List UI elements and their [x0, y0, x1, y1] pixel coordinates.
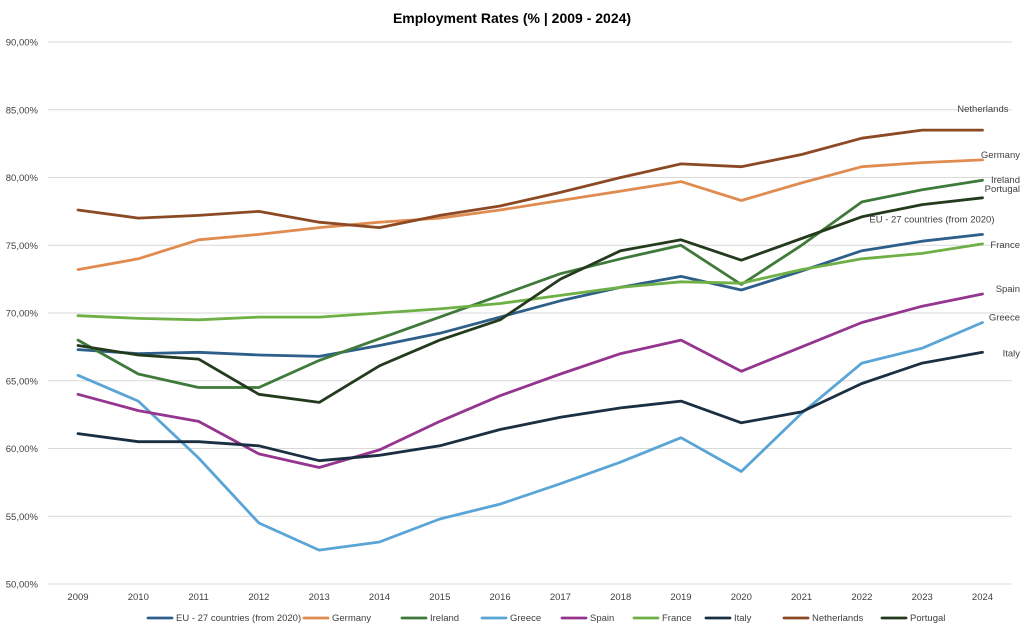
legend-label: Germany [332, 613, 371, 624]
legend-item-spain: Spain [560, 613, 614, 624]
x-tick-label: 2014 [369, 592, 390, 603]
legend-label: Italy [734, 613, 752, 624]
y-tick-label: 80,00% [6, 173, 39, 184]
end-label-ireland: Ireland [991, 175, 1020, 186]
y-tick-label: 90,00% [6, 38, 39, 49]
legend-item-eu-27-countries-from-2020: EU - 27 countries (from 2020) [146, 613, 301, 624]
series-line-spain [76, 292, 984, 469]
x-tick-label: 2013 [309, 592, 330, 603]
legend-label: Ireland [430, 613, 459, 624]
x-tick-label: 2012 [248, 592, 269, 603]
x-tick-label: 2018 [610, 592, 631, 603]
end-label-spain: Spain [996, 284, 1020, 295]
end-label-france: France [990, 240, 1020, 251]
axis-layer: 50,00% 55,00% 60,00% 65,00% 70,00% 75,00% 80,0… [6, 38, 993, 604]
x-tick-label: 2017 [550, 592, 571, 603]
legend-item-ireland: Ireland [400, 613, 459, 624]
legend-item-portugal: Portugal [880, 613, 945, 624]
x-tick-label: 2016 [490, 592, 511, 603]
y-tick-label: 60,00% [6, 444, 39, 455]
series-line-italy [76, 350, 984, 463]
x-tick-label: 2020 [731, 592, 752, 603]
end-label-layer: EU - 27 countries (from 2020) Germany Irel… [869, 104, 1020, 359]
series-line-greece [76, 321, 984, 552]
legend-item-greece: Greece [480, 613, 541, 624]
legend-label: EU - 27 countries (from 2020) [176, 613, 301, 624]
grid-layer [48, 41, 1012, 585]
y-tick-label: 85,00% [6, 105, 39, 116]
series-line-netherlands [76, 128, 984, 230]
legend-item-italy: Italy [704, 613, 752, 624]
legend-label: Spain [590, 613, 614, 624]
x-tick-label: 2024 [972, 592, 993, 603]
chart-title: Employment Rates (% | 2009 - 2024) [393, 10, 631, 26]
y-tick-label: 55,00% [6, 512, 39, 523]
legend-item-netherlands: Netherlands [782, 613, 863, 624]
x-tick-label: 2011 [188, 592, 208, 603]
x-tick-label: 2010 [128, 592, 149, 603]
legend: EU - 27 countries (from 2020) Germany Irel… [146, 613, 945, 624]
end-label-greece: Greece [989, 312, 1020, 323]
y-tick-label: 70,00% [6, 309, 39, 320]
end-label-eu-27-countries-from-2020: EU - 27 countries (from 2020) [869, 214, 994, 225]
end-label-portugal: Portugal [985, 184, 1020, 195]
y-tick-label: 65,00% [6, 376, 39, 387]
legend-item-germany: Germany [302, 613, 371, 624]
x-tick-label: 2022 [851, 592, 872, 603]
x-tick-label: 2021 [791, 592, 812, 603]
series-line-portugal [76, 196, 984, 404]
x-tick-label: 2023 [912, 592, 933, 603]
legend-label: France [662, 613, 692, 624]
legend-label: Greece [510, 613, 541, 624]
legend-label: Portugal [910, 613, 945, 624]
legend-item-france: France [632, 613, 692, 624]
series-line-ireland [76, 178, 984, 389]
y-tick-label: 50,00% [6, 580, 39, 591]
end-label-netherlands: Netherlands [957, 104, 1008, 115]
series-line-germany [76, 158, 984, 272]
x-tick-label: 2015 [429, 592, 450, 603]
y-tick-label: 75,00% [6, 241, 39, 252]
legend-label: Netherlands [812, 613, 863, 624]
end-label-germany: Germany [981, 150, 1020, 161]
x-tick-label: 2019 [670, 592, 691, 603]
x-tick-label: 2009 [67, 592, 88, 603]
series-line-eu-27-countries-from-2020 [76, 232, 984, 358]
series-layer [76, 128, 984, 552]
end-label-italy: Italy [1003, 348, 1021, 359]
